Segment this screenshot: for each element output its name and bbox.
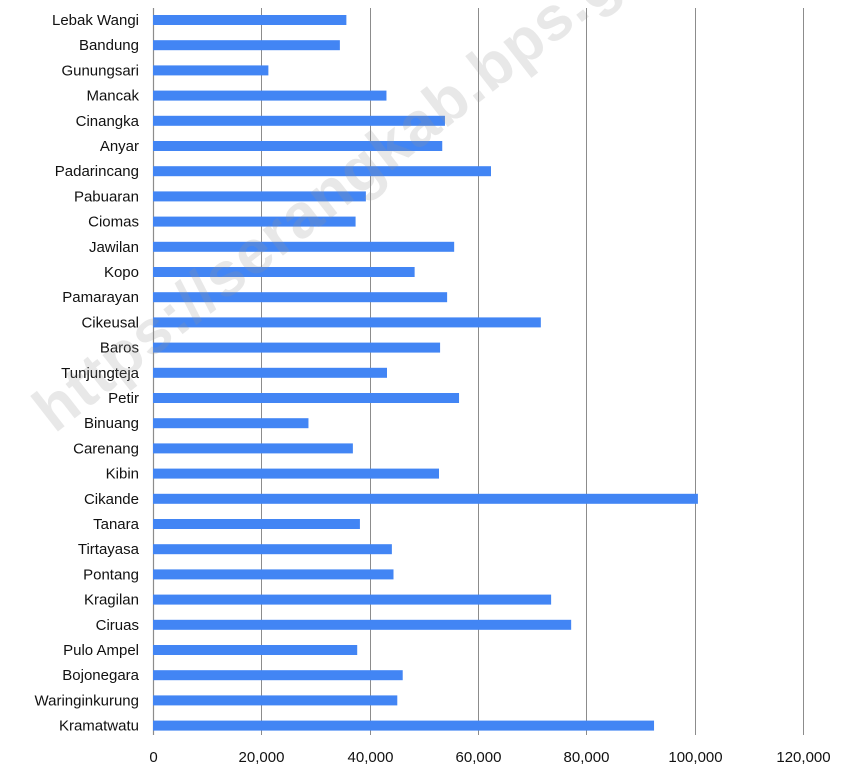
category-label: Kibin: [106, 466, 139, 483]
category-label: Kragilan: [84, 592, 139, 609]
bar-mancak: [153, 90, 387, 101]
category-label: Lebak Wangi: [52, 12, 139, 29]
x-tick-label: 20,000: [239, 749, 285, 766]
category-label: Tunjungteja: [61, 365, 139, 382]
x-tick-label: 60,000: [456, 749, 502, 766]
x-tick-label: 120,000: [776, 749, 830, 766]
category-label: Pontang: [83, 566, 139, 583]
category-label: Mancak: [86, 88, 139, 105]
bar-petir: [153, 393, 460, 403]
category-label: Pamarayan: [62, 289, 139, 306]
bar-cikande: [153, 493, 698, 504]
category-label: Bojonegara: [62, 667, 139, 684]
bar-jawilan: [153, 241, 455, 252]
category-label: Cikande: [84, 491, 139, 508]
bar-pamarayan: [153, 292, 448, 303]
bar-tunjungteja: [153, 367, 387, 378]
category-label: Pulo Ampel: [63, 642, 139, 659]
bar-tirtayasa: [153, 544, 392, 555]
category-labels: Lebak Wangi Bandung Gunungsari Mancak Cinang…: [35, 12, 140, 735]
bar-gunungsari: [153, 65, 269, 76]
bar-pulo-ampel: [153, 645, 358, 655]
category-label: Tirtayasa: [78, 541, 140, 558]
bar-cikeusal: [153, 317, 541, 328]
category-label: Anyar: [100, 138, 139, 155]
bars: [153, 15, 698, 731]
x-tick-label: 80,000: [564, 749, 610, 766]
bar-cinangka: [153, 115, 445, 126]
category-label: Cinangka: [76, 113, 140, 130]
x-tick-label: 40,000: [348, 749, 394, 766]
bar-ciruas: [153, 619, 572, 630]
bar-ciomas: [153, 216, 356, 227]
category-label: Tanara: [93, 516, 140, 533]
category-label: Bandung: [79, 37, 139, 54]
category-label: Gunungsari: [61, 62, 139, 79]
category-label: Petir: [108, 390, 139, 407]
bar-kragilan: [153, 594, 552, 605]
category-label: Ciruas: [96, 617, 139, 634]
bar-baros: [153, 342, 441, 353]
x-tick-label: 100,000: [668, 749, 722, 766]
category-label: Padarincang: [55, 163, 139, 180]
category-label: Ciomas: [88, 214, 139, 231]
category-label: Carenang: [73, 440, 139, 457]
bar-binuang: [153, 418, 309, 429]
bar-padarincang: [153, 166, 491, 177]
bar-carenang: [153, 443, 353, 454]
x-axis-ticks: 0 20,000 40,000 60,000 80,000 100,000 120,000: [149, 749, 830, 766]
category-label: Waringinkurung: [35, 692, 140, 709]
bar-kibin: [153, 468, 439, 479]
bar-pontang: [153, 569, 394, 580]
gridlines: [152, 8, 804, 735]
bar-bandung: [153, 40, 340, 51]
bar-pabuaran: [153, 191, 366, 202]
bar-tanara: [153, 519, 360, 529]
bar-kopo: [153, 267, 415, 277]
category-label: Jawilan: [89, 239, 139, 256]
bar-kramatwatu: [153, 720, 655, 731]
category-label: Baros: [100, 340, 139, 357]
bar-lebak-wangi: [153, 15, 347, 25]
x-tick-label: 0: [149, 749, 157, 766]
category-label: Pabuaran: [74, 188, 139, 205]
category-label: Cikeusal: [81, 314, 139, 331]
category-label: Kramatwatu: [59, 718, 139, 735]
bar-waringinkurung: [153, 695, 398, 706]
bar-bojonegara: [153, 670, 403, 681]
category-label: Kopo: [104, 264, 139, 281]
bar-anyar: [153, 141, 443, 151]
category-label: Binuang: [84, 415, 139, 432]
